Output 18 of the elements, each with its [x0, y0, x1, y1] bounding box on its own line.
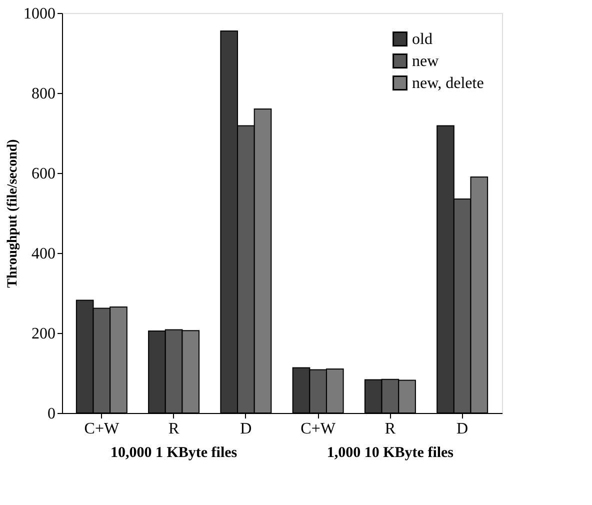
- x-tick-label: C+W: [300, 420, 336, 438]
- text: 10,000 1 KByte files: [110, 445, 238, 461]
- y-tick-label: 400: [32, 246, 56, 262]
- legend-label: new, delete: [412, 75, 484, 92]
- x-tick-label: C+W: [84, 420, 120, 438]
- y-tick-label: 600: [32, 166, 56, 182]
- x-tick-label: R: [384, 420, 396, 438]
- y-tick-label: 1000: [24, 6, 56, 22]
- legend-label: old: [412, 31, 432, 48]
- text: 1,000 10 KByte files: [326, 445, 454, 461]
- y-axis-title: Throughput (file/second): [6, 138, 20, 288]
- y-tick-label: 0: [48, 406, 56, 422]
- x-tick-label: D: [240, 420, 252, 438]
- legend-label: new: [412, 53, 440, 70]
- y-tick-label: 800: [32, 86, 56, 102]
- y-tick-label: 200: [32, 326, 56, 342]
- x-tick-label: R: [168, 420, 180, 438]
- x-tick-label: D: [456, 420, 468, 438]
